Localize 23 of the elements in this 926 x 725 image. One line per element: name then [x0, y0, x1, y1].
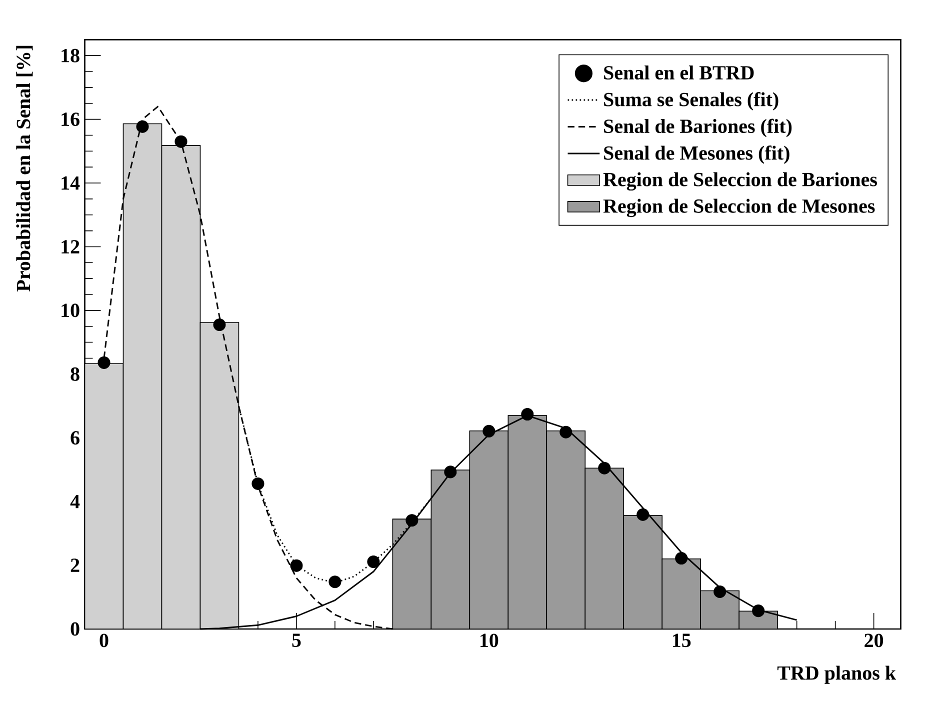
legend-label: Suma se Senales (fit)	[604, 92, 778, 110]
y-tick-label: 16	[62, 112, 80, 126]
x-tick-label: 20	[864, 634, 884, 648]
y-tick-label: 14	[62, 176, 80, 190]
x-tick-label: 0	[100, 634, 108, 648]
y-tick-label: 0	[70, 622, 80, 636]
y-tick-label: 10	[62, 304, 80, 318]
y-tick-label: 4	[70, 494, 80, 508]
legend-label: Region de Seleccion de Bariones	[603, 172, 877, 191]
x-axis-title: TRD planos k	[777, 666, 896, 684]
y-tick-label: 6	[70, 431, 80, 445]
x-tick-label: 10	[480, 634, 498, 648]
y-tick-label: 8	[70, 367, 80, 381]
y-tick-label: 12	[62, 240, 80, 254]
x-tick-label: 5	[292, 634, 301, 647]
y-tick-label: 18	[62, 48, 80, 62]
legend-label: Senal de Bariones (fit)	[604, 118, 792, 138]
legend-label: Senal de Mesones (fit)	[604, 146, 790, 164]
legend-label: Region de Seleccion de Mesones	[603, 198, 875, 218]
y-axis-title: Probabilidad en la Senal [%]	[16, 46, 33, 292]
y-tick-label: 2	[70, 558, 80, 572]
x-tick-label: 15	[672, 634, 691, 648]
legend-label: Senal en el BTRD	[604, 65, 754, 80]
